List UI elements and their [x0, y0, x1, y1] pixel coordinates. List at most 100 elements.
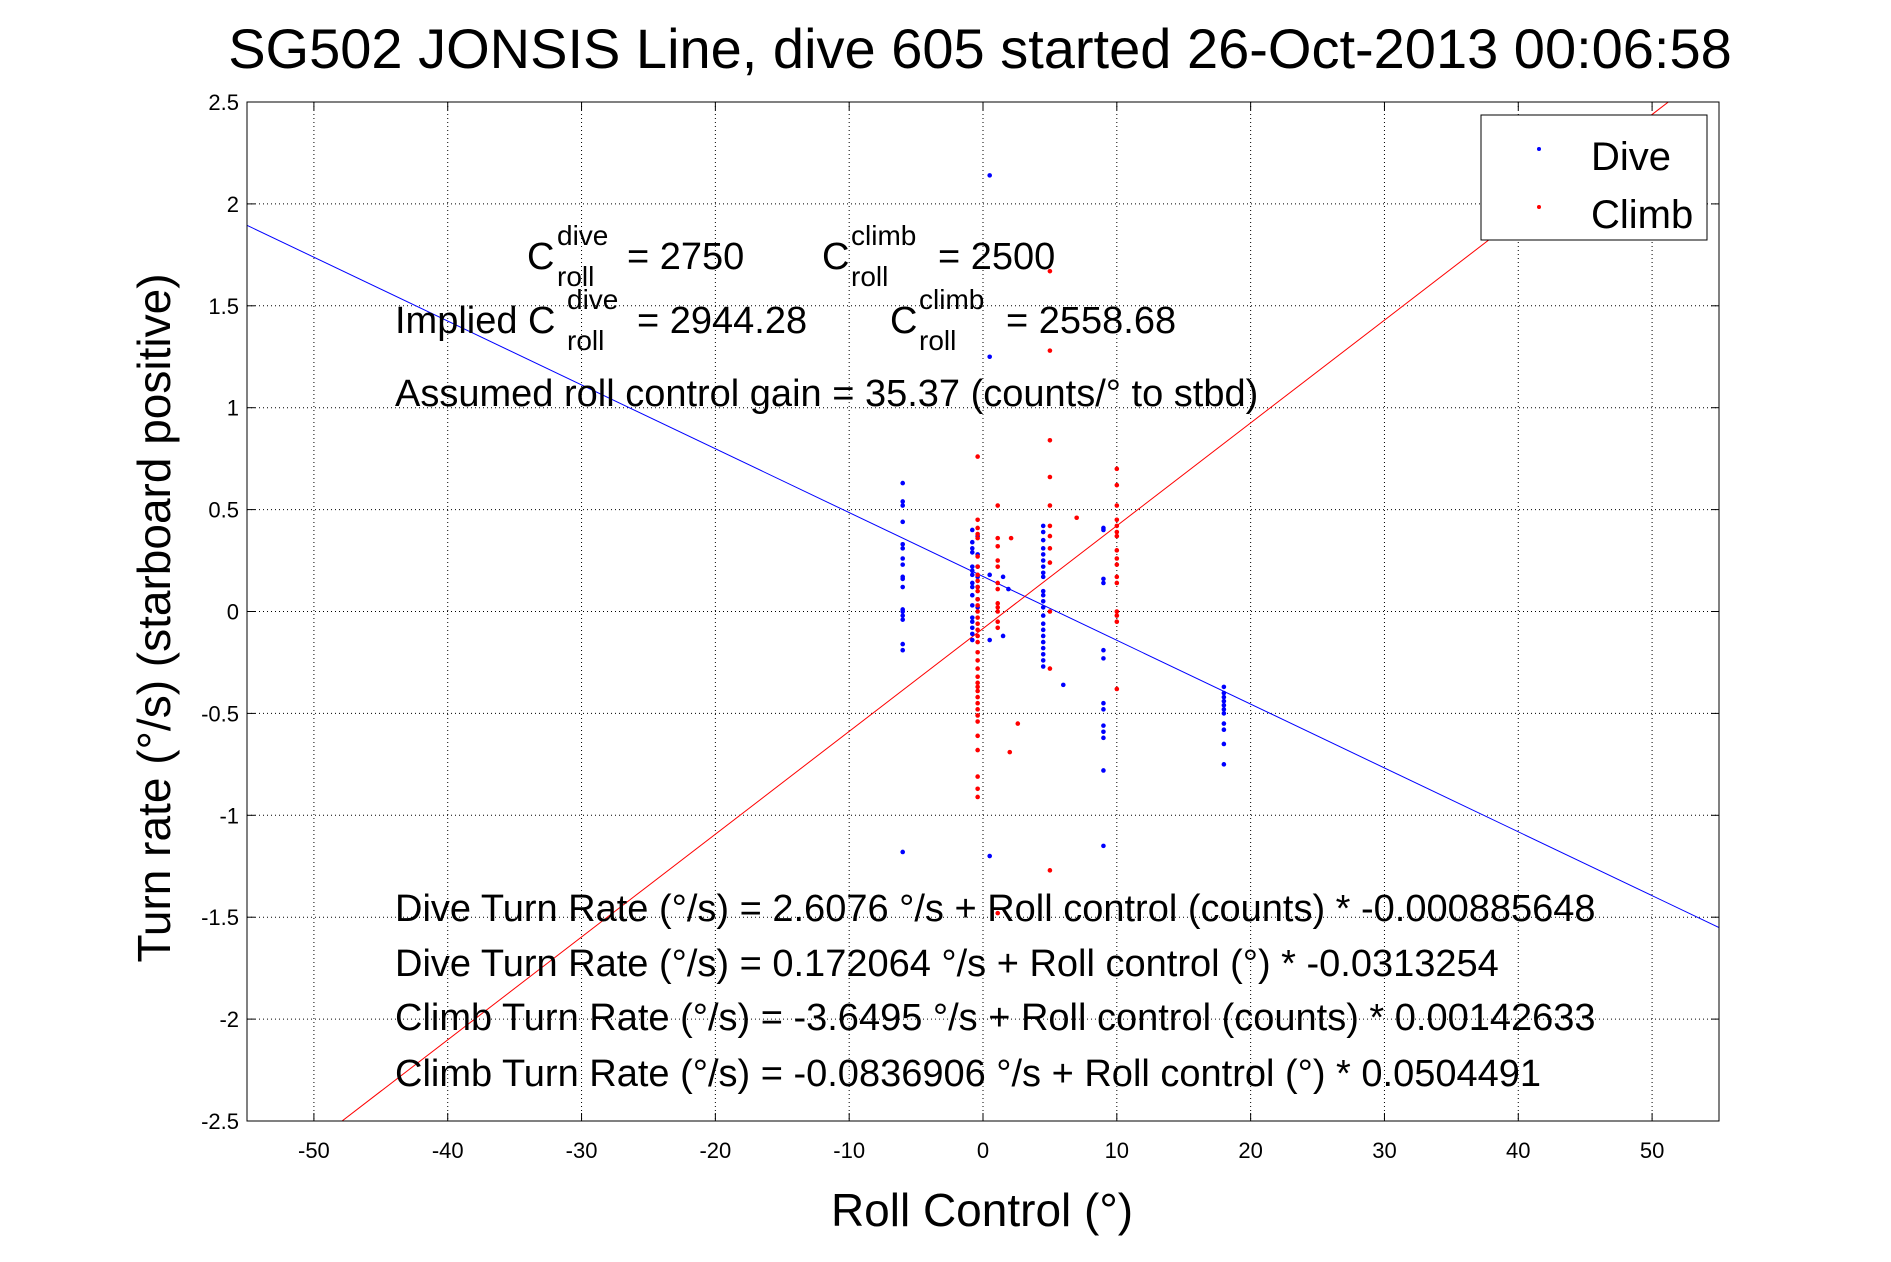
climb-point	[1047, 438, 1053, 443]
dive-point	[1101, 723, 1106, 728]
dive-point	[1040, 613, 1046, 618]
climb-point	[975, 786, 980, 792]
x-tick-label: -40	[432, 1138, 464, 1163]
dive-point	[969, 603, 975, 608]
x-tick-label: -50	[298, 1138, 330, 1163]
dive-point	[1040, 599, 1046, 604]
climb-point	[975, 554, 980, 559]
dive-point	[969, 572, 975, 578]
dive-point	[1040, 605, 1046, 610]
y-tick-label: 0.5	[208, 498, 239, 523]
c-dive-value: = 2750	[627, 236, 744, 278]
climb-point	[1114, 686, 1120, 692]
dive-point	[1221, 727, 1227, 733]
climb-point	[975, 649, 980, 655]
dive-point	[1060, 682, 1066, 688]
dive-point	[900, 541, 906, 547]
y-tick-label: -0.5	[201, 701, 239, 726]
y-tick-label: 2.5	[208, 90, 239, 115]
annotation-c-climb: C climb roll = 2500	[822, 220, 1055, 292]
climb-point	[995, 586, 1001, 592]
x-tick-label: 40	[1506, 1138, 1530, 1163]
legend-dive-label: Dive	[1591, 135, 1671, 179]
c-dive-sub: roll	[557, 261, 594, 292]
x-tick-label: 20	[1238, 1138, 1262, 1163]
dive-point	[1101, 580, 1106, 586]
dive-point	[1040, 546, 1046, 551]
climb-point	[1047, 348, 1053, 353]
dive-point	[969, 631, 975, 637]
climb-point	[975, 658, 980, 663]
climb-point	[975, 588, 980, 594]
climb-point	[995, 601, 1001, 606]
grid	[247, 101, 1719, 1122]
dive-point	[1221, 721, 1227, 726]
dive-point	[1040, 621, 1046, 627]
dive-point	[969, 568, 975, 574]
dive-point	[969, 592, 975, 598]
plot-frame	[246, 101, 1720, 1122]
dive-point	[1040, 570, 1046, 576]
climb-point	[1114, 562, 1120, 567]
dive-point	[900, 609, 906, 614]
climb-point	[975, 694, 980, 700]
legend: Dive Climb	[1480, 114, 1708, 241]
dive-point	[1221, 707, 1227, 712]
dive-point	[1221, 741, 1227, 747]
climb-point	[995, 580, 1001, 586]
dive-point	[900, 617, 906, 622]
climb-point	[975, 621, 980, 627]
c-climb-sub: roll	[851, 261, 888, 292]
y-tick-label: -2	[219, 1007, 239, 1032]
climb-point	[975, 454, 980, 459]
climb-point	[1114, 482, 1120, 488]
climb-point	[975, 535, 980, 541]
dive-point	[969, 564, 975, 569]
dive-point	[900, 503, 906, 508]
dive-point	[900, 556, 906, 561]
climb-point	[975, 525, 980, 531]
climb-point	[1047, 868, 1053, 873]
annotation-climb-degrees-equation: Climb Turn Rate (°/s) = -0.0836906 °/s +…	[395, 1053, 1541, 1095]
climb-point	[975, 603, 980, 608]
climb-point	[975, 531, 980, 537]
dive-point	[1101, 647, 1106, 653]
dive-point	[1040, 633, 1046, 639]
climb-point	[975, 719, 980, 724]
dive-point	[969, 615, 975, 620]
c-climb-sup: climb	[851, 220, 916, 251]
dive-point	[900, 641, 906, 647]
c-climb-base: C	[822, 236, 849, 278]
climb-point	[995, 619, 1001, 624]
x-tick-label: 0	[977, 1138, 989, 1163]
climb-point	[975, 774, 980, 779]
implied-climb-sup: climb	[919, 284, 984, 315]
climb-point	[1114, 529, 1120, 535]
climb-point	[975, 666, 980, 671]
climb-point	[1114, 548, 1120, 553]
dive-point	[1040, 588, 1046, 594]
climb-point	[975, 627, 980, 633]
dive-point	[1101, 768, 1106, 773]
climb-point	[995, 558, 1001, 563]
dive-point	[1040, 523, 1046, 529]
climb-point	[1047, 268, 1053, 274]
dive-point	[1101, 735, 1106, 741]
dive-point	[1101, 700, 1106, 706]
y-tick-label: -1.5	[201, 905, 239, 930]
climb-point	[1114, 613, 1120, 618]
dive-point	[1040, 639, 1046, 645]
dive-point	[1101, 656, 1106, 661]
legend-climb-label: Climb	[1591, 193, 1693, 237]
climb-point	[1074, 515, 1079, 521]
y-tick-label: -1	[219, 803, 239, 828]
climb-point	[1114, 609, 1120, 614]
dive-point	[1221, 711, 1227, 716]
climb-point	[975, 517, 980, 523]
climb-point	[995, 543, 1001, 549]
annotation-dive-degrees-equation: Dive Turn Rate (°/s) = 0.172064 °/s + Ro…	[395, 943, 1499, 985]
dive-point	[900, 562, 906, 567]
climb-point	[1047, 533, 1053, 539]
dive-point	[900, 849, 906, 855]
climb-point	[995, 625, 1001, 631]
